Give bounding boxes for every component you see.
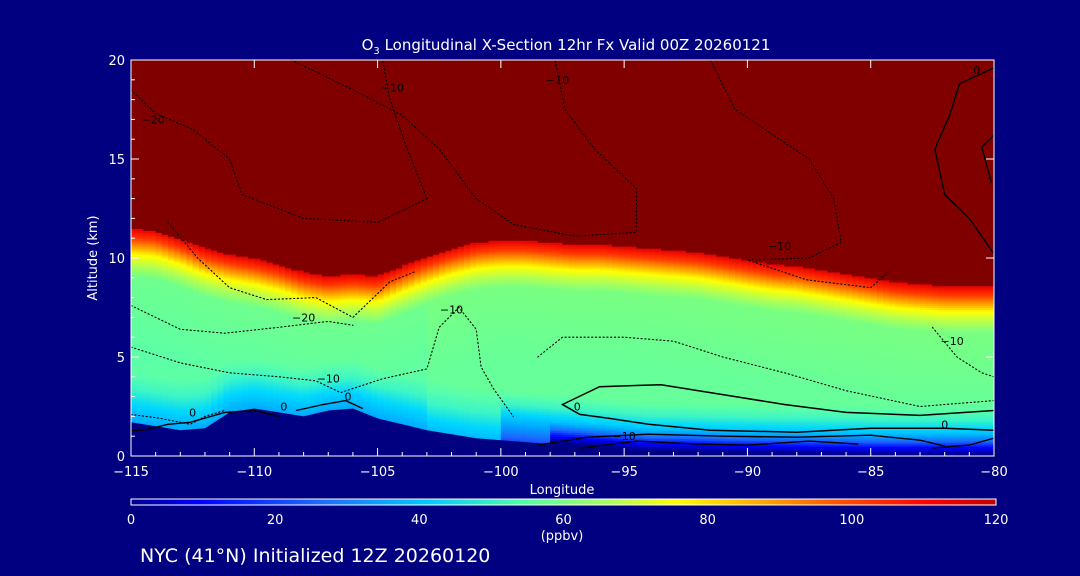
x-tick-label: −105 bbox=[360, 465, 396, 480]
chart-title-main: O bbox=[362, 36, 374, 54]
chart-title-subscript: 3 bbox=[373, 46, 379, 57]
x-tick-label: −95 bbox=[610, 465, 637, 480]
y-axis: 0 5 10 15 20 bbox=[108, 54, 994, 465]
contour-zero-upper-right-inner bbox=[980, 134, 994, 183]
contour-zero-east bbox=[560, 383, 994, 433]
contour-minus10-east-sfc bbox=[932, 437, 994, 449]
plot-area bbox=[131, 60, 994, 456]
colorbar-tick-label: 100 bbox=[839, 513, 864, 528]
contour-label: −10 bbox=[381, 82, 404, 95]
contour-label: −10 bbox=[546, 74, 569, 87]
x-tick-label: −115 bbox=[113, 465, 149, 480]
colorbar-unit-label: (ppbv) bbox=[541, 529, 584, 544]
contour-minus10-right bbox=[709, 60, 891, 289]
y-tick-label: 5 bbox=[117, 351, 125, 366]
x-axis-label: Longitude bbox=[530, 483, 595, 498]
contour-label: 0 bbox=[941, 418, 948, 431]
contour-label: −20 bbox=[292, 311, 315, 324]
colorbar-tick-label: 40 bbox=[411, 513, 428, 528]
contour-minus20-boundary bbox=[579, 440, 859, 449]
colorbar-ticks: 0 20 40 60 80 100 120 bbox=[127, 513, 1009, 528]
contour-minus20-upper bbox=[131, 60, 428, 223]
contour-minus20-mid bbox=[167, 221, 416, 319]
x-tick-label: −80 bbox=[980, 465, 1007, 480]
footer-caption: NYC (41°N) Initialized 12Z 20260120 bbox=[140, 545, 490, 567]
contour-label: 0 bbox=[189, 406, 196, 419]
contour-labels: −20 −10 −10 0 −10 −20 −10 −10 −10 0 0 0 0 −10 0 bbox=[142, 64, 981, 443]
colorbar bbox=[130, 498, 997, 506]
colorbar-tick-label: 120 bbox=[984, 513, 1009, 528]
contour-label: −10 bbox=[612, 430, 635, 443]
contour-label: −10 bbox=[768, 240, 791, 253]
contour-minus10-boundary bbox=[537, 433, 945, 447]
chart-title-rest: Longitudinal X-Section 12hr Fx Valid 00Z… bbox=[380, 36, 771, 54]
contour-minus20-lower bbox=[131, 304, 354, 334]
colorbar-tick-label: 0 bbox=[127, 513, 135, 528]
x-tick-label: −100 bbox=[483, 465, 519, 480]
contour-zero-west bbox=[131, 409, 280, 431]
contour-label: −20 bbox=[142, 113, 165, 126]
y-tick-label: 20 bbox=[108, 54, 125, 69]
y-axis-label: Altitude (km) bbox=[86, 215, 101, 300]
contour-zero-mid bbox=[296, 399, 364, 412]
contour-plus10 bbox=[537, 336, 994, 408]
contour-label: −10 bbox=[317, 373, 340, 386]
contour-label: 0 bbox=[280, 401, 287, 414]
contour-minus10-east bbox=[931, 326, 994, 378]
colorbar-tick-label: 60 bbox=[555, 513, 572, 528]
y-tick-label: 15 bbox=[108, 153, 125, 168]
contour-minus10-lower bbox=[131, 306, 514, 417]
y-tick-label: 10 bbox=[108, 252, 125, 267]
contour-label: −10 bbox=[940, 335, 963, 348]
contour-zero-upper-right bbox=[934, 67, 994, 255]
x-axis: −115 −110 −105 −100 −95 −90 −85 −80 bbox=[113, 60, 1008, 480]
contour-minus10-upper bbox=[290, 60, 638, 237]
chart-title: O3 Longitudinal X-Section 12hr Fx Valid … bbox=[362, 36, 771, 57]
terrain-mask bbox=[131, 408, 994, 456]
contour-label: −10 bbox=[440, 303, 463, 316]
y-tick-label: 0 bbox=[117, 450, 125, 465]
x-tick-label: −90 bbox=[734, 465, 761, 480]
contour-lines bbox=[131, 60, 994, 449]
contour-minus10-west bbox=[131, 409, 226, 425]
contour-label: 0 bbox=[973, 64, 980, 77]
contour-label: 0 bbox=[574, 401, 581, 414]
x-tick-label: −85 bbox=[857, 465, 884, 480]
colorbar-tick-label: 20 bbox=[267, 513, 284, 528]
contour-label: 0 bbox=[345, 391, 352, 404]
colorbar-tick-label: 80 bbox=[699, 513, 716, 528]
x-tick-label: −110 bbox=[236, 465, 272, 480]
